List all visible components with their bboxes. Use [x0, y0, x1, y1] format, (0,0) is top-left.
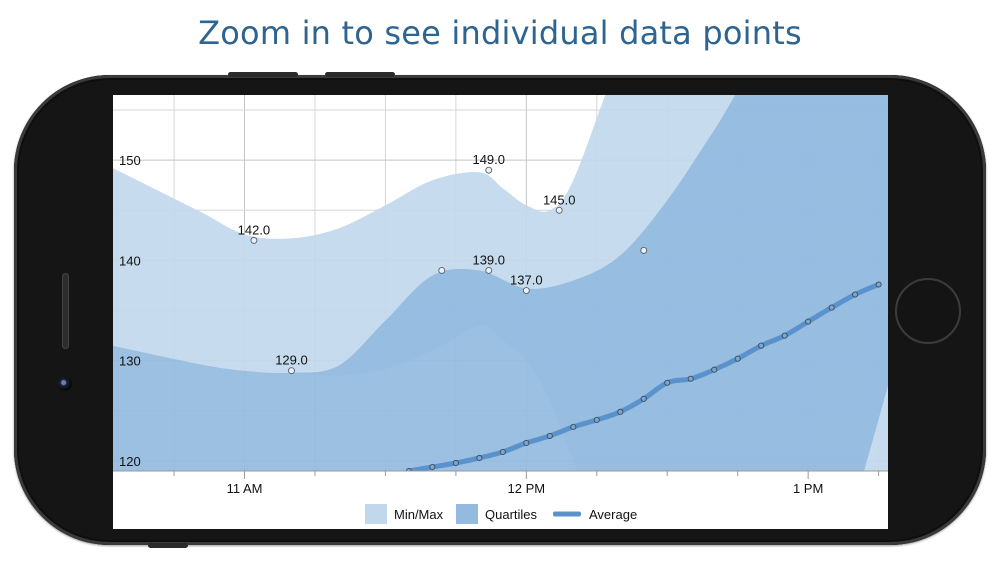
home-button[interactable] — [895, 278, 961, 344]
y-tick-label: 150 — [119, 153, 141, 168]
annotation-point — [250, 236, 258, 244]
legend: Min/Max Quartiles Average — [365, 504, 637, 524]
annotation-point — [438, 267, 446, 274]
legend-swatch-average — [553, 511, 581, 517]
y-tick-label: 140 — [119, 253, 141, 268]
average-point — [476, 454, 483, 462]
average-point — [734, 355, 741, 362]
average-point — [852, 291, 859, 298]
average-point — [452, 459, 459, 467]
average-point — [711, 366, 718, 373]
annotation-point — [288, 367, 295, 375]
average-point — [805, 318, 812, 325]
x-tick-label: 12 PM — [508, 481, 546, 496]
legend-swatch-quartiles — [456, 504, 478, 524]
average-point — [499, 448, 506, 455]
x-tick-label: 11 AM — [227, 481, 263, 496]
volume-button — [228, 72, 298, 77]
x-tick-label: 1 PM — [793, 481, 823, 496]
mute-switch — [148, 543, 188, 548]
annotation-point — [640, 246, 648, 254]
legend-label-quartiles: Quartiles — [485, 507, 538, 522]
average-point — [828, 304, 835, 311]
average-point — [570, 423, 577, 430]
legend-label-minmax: Min/Max — [394, 507, 444, 522]
annotation-label: 145.0 — [543, 192, 576, 207]
plot-area: 142.0 149.0 145.0 139.0 137.0 129.0 — [113, 95, 888, 471]
y-tick-label: 120 — [119, 454, 141, 469]
headline: Zoom in to see individual data points — [198, 14, 802, 52]
average-point — [687, 375, 694, 382]
average-point — [758, 342, 765, 349]
legend-swatch-minmax — [365, 504, 387, 524]
average-point — [640, 395, 647, 402]
chart[interactable]: 142.0149.0145.0139.0137.0129.01201301401… — [113, 95, 888, 529]
legend-label-average: Average — [589, 507, 637, 522]
y-tick-label: 130 — [119, 354, 141, 369]
annotation-label: 139.0 — [472, 252, 505, 267]
annotation-label: 149.0 — [472, 152, 505, 167]
volume-button — [325, 72, 395, 77]
phone-screen: 142.0 149.0 145.0 139.0 137.0 129.0 120 130 140 1… — [113, 95, 888, 529]
annotation-label: 142.0 — [238, 222, 271, 237]
average-point — [593, 416, 600, 423]
average-point — [664, 379, 671, 386]
average-point — [523, 439, 530, 446]
annotation-point — [522, 287, 530, 294]
camera-icon — [58, 377, 72, 391]
average-point — [617, 408, 624, 415]
average-point — [781, 332, 788, 339]
annotation-point — [485, 267, 493, 274]
annotation-label: 137.0 — [510, 273, 543, 288]
annotation-point — [485, 166, 493, 174]
annotation-label: 129.0 — [275, 353, 308, 368]
average-point — [875, 281, 882, 288]
average-point — [546, 432, 553, 439]
annotation-point — [555, 206, 563, 214]
average-point — [429, 463, 436, 471]
speaker-grille — [62, 273, 69, 349]
